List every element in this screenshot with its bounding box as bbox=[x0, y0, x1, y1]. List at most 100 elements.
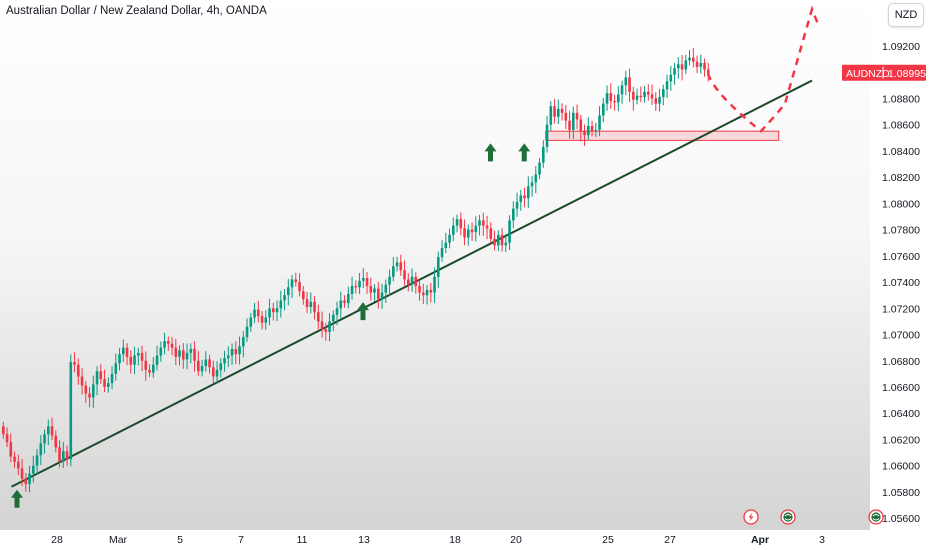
candle bbox=[144, 351, 148, 381]
candle-body bbox=[665, 81, 669, 90]
candle bbox=[654, 92, 658, 111]
candle-body bbox=[575, 112, 579, 120]
candle-body bbox=[602, 103, 605, 116]
candle-body bbox=[215, 369, 219, 377]
candle-body bbox=[605, 93, 609, 104]
up-arrow-marker[interactable] bbox=[484, 143, 497, 162]
candle bbox=[200, 359, 204, 377]
candle-body bbox=[707, 69, 710, 74]
candle-body bbox=[242, 337, 245, 347]
candle-body bbox=[692, 57, 695, 62]
candle-body bbox=[32, 465, 35, 474]
candle-body bbox=[17, 461, 20, 469]
candle-body bbox=[309, 301, 313, 307]
currency-selector-button[interactable]: NZD bbox=[888, 3, 924, 27]
y-tick-label: 1.07200 bbox=[882, 303, 920, 315]
lightning-icon[interactable] bbox=[743, 509, 759, 525]
candle bbox=[155, 345, 159, 371]
candle bbox=[553, 99, 556, 124]
candle bbox=[680, 54, 684, 81]
candle bbox=[643, 86, 646, 103]
candle-body bbox=[343, 300, 346, 304]
candle-body bbox=[347, 293, 350, 304]
candle bbox=[347, 286, 350, 309]
candle-body bbox=[448, 234, 451, 243]
candle bbox=[320, 311, 324, 338]
candle-body bbox=[283, 295, 286, 301]
candle bbox=[534, 166, 538, 194]
candle-body bbox=[204, 359, 208, 367]
candle bbox=[485, 215, 489, 240]
candle bbox=[35, 449, 39, 476]
candle bbox=[440, 240, 444, 262]
up-arrow-marker[interactable] bbox=[518, 143, 531, 162]
candle bbox=[43, 429, 46, 454]
candle-body bbox=[467, 229, 470, 238]
candle bbox=[264, 310, 268, 330]
y-tick-label: 1.09200 bbox=[882, 41, 920, 53]
candle-body bbox=[470, 229, 474, 233]
candle-body bbox=[703, 62, 706, 70]
up-arrow-marker[interactable] bbox=[11, 489, 23, 508]
candle bbox=[564, 105, 568, 129]
candle bbox=[602, 97, 605, 123]
candle-body bbox=[474, 225, 478, 233]
candle bbox=[557, 99, 560, 124]
x-tick-label: 11 bbox=[297, 534, 308, 546]
candle bbox=[309, 292, 313, 314]
candle bbox=[275, 300, 279, 322]
candle bbox=[388, 269, 391, 296]
candle bbox=[234, 341, 238, 365]
candle-body bbox=[609, 93, 613, 102]
candle-body bbox=[80, 376, 84, 386]
candle bbox=[500, 228, 504, 252]
candle-body bbox=[673, 68, 676, 75]
candle bbox=[575, 104, 579, 130]
candle-body bbox=[365, 278, 369, 286]
chart-plot-area[interactable] bbox=[0, 0, 870, 530]
candle-body bbox=[613, 101, 616, 103]
candle-body bbox=[302, 291, 305, 300]
candle bbox=[99, 364, 103, 384]
candle bbox=[377, 281, 380, 309]
projection-path[interactable] bbox=[706, 5, 820, 133]
candle-body bbox=[13, 456, 16, 462]
candle-body bbox=[628, 77, 631, 92]
x-tick-label: 7 bbox=[238, 534, 244, 546]
candle-body bbox=[617, 94, 620, 103]
candle-body bbox=[2, 426, 5, 435]
candle-body bbox=[294, 279, 298, 283]
candle bbox=[703, 58, 706, 77]
candle-body bbox=[227, 355, 230, 359]
dividend-icon[interactable] bbox=[868, 509, 884, 525]
up-arrow-marker[interactable] bbox=[357, 302, 369, 321]
price-tag[interactable] bbox=[842, 64, 926, 81]
candle-body bbox=[328, 321, 331, 332]
candle-body bbox=[542, 146, 545, 163]
candle-body bbox=[362, 278, 365, 281]
candle bbox=[560, 103, 564, 121]
candle-body bbox=[632, 91, 635, 100]
x-tick-label: 13 bbox=[358, 534, 370, 546]
candle-body bbox=[504, 242, 508, 246]
candle bbox=[163, 332, 166, 355]
candle-body bbox=[54, 435, 58, 448]
candle-body bbox=[43, 434, 46, 444]
candle bbox=[482, 212, 485, 237]
candle bbox=[114, 353, 118, 381]
candle bbox=[65, 445, 69, 466]
dividend-icon[interactable] bbox=[780, 509, 796, 525]
candle bbox=[170, 337, 174, 356]
candle-body bbox=[77, 364, 80, 377]
candle bbox=[272, 302, 275, 321]
candle-body bbox=[219, 363, 223, 370]
candle-body bbox=[515, 202, 519, 209]
candle bbox=[189, 343, 193, 364]
candle bbox=[418, 279, 421, 301]
candle-body bbox=[39, 443, 43, 456]
candle bbox=[512, 201, 515, 229]
candle bbox=[298, 273, 301, 297]
candle bbox=[628, 68, 631, 103]
candle-body bbox=[332, 314, 335, 322]
